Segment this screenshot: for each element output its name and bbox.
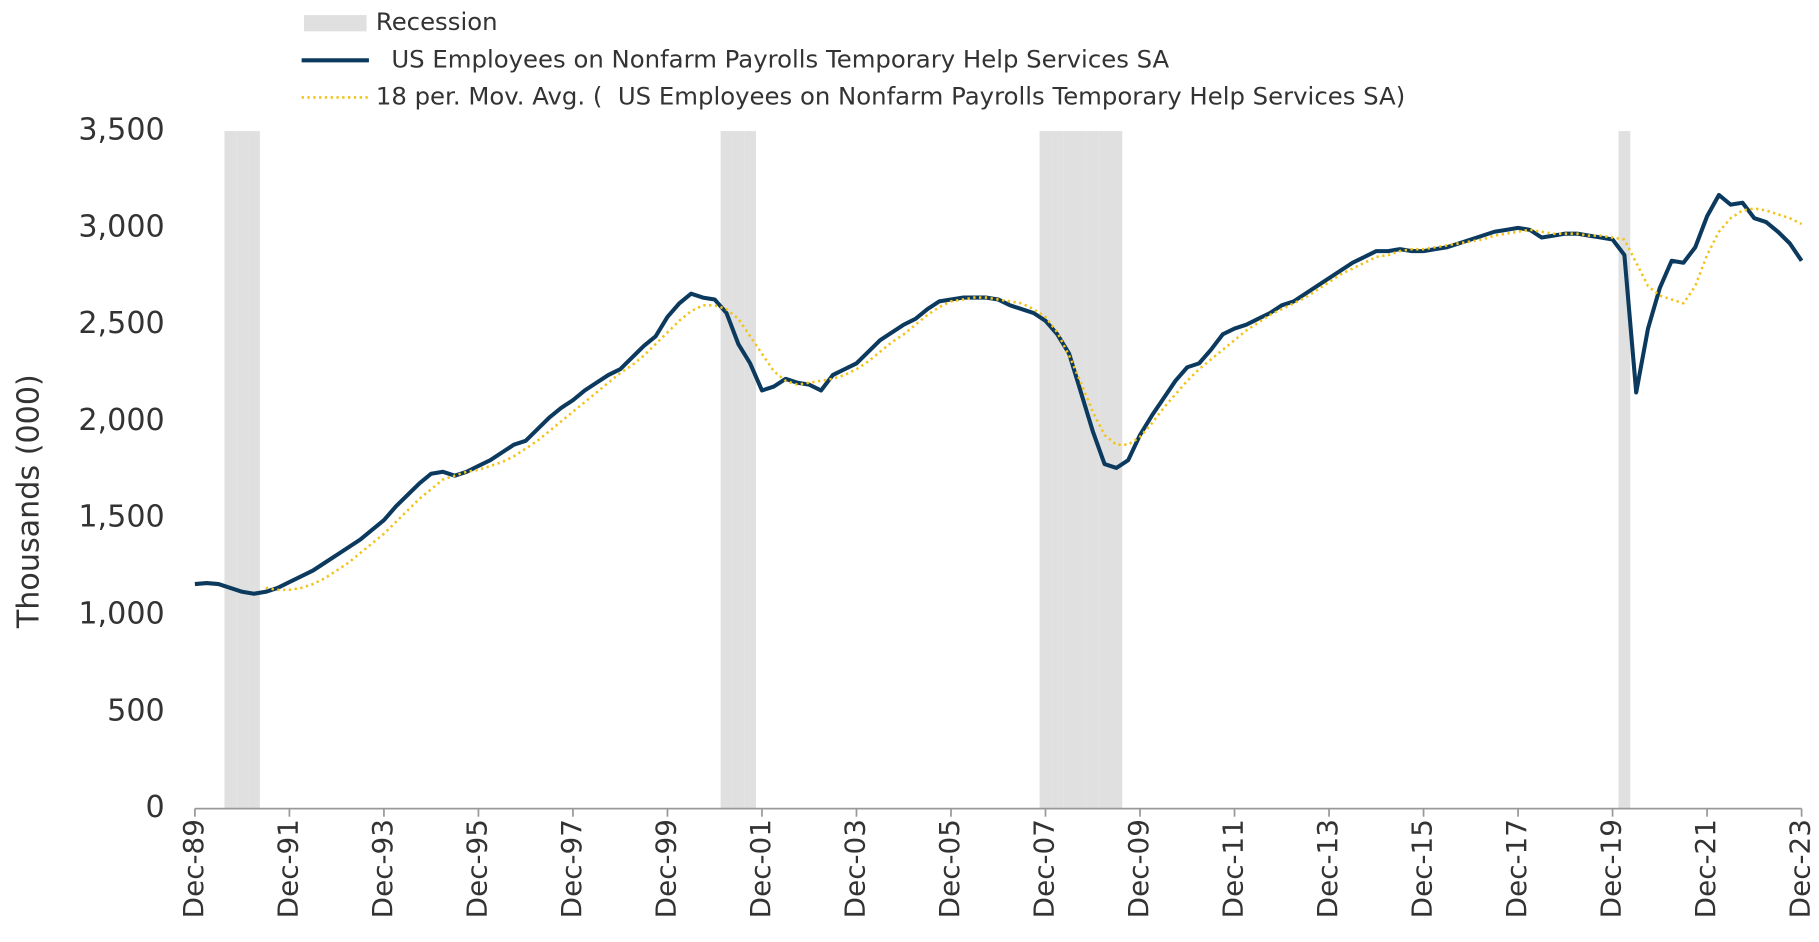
x-tick-label: Dec-13 <box>1311 819 1344 918</box>
y-axis-label: Thousands (000) <box>12 374 47 629</box>
x-tick-label: Dec-15 <box>1406 819 1439 918</box>
x-tick-label: Dec-03 <box>838 819 871 918</box>
recession-band <box>1039 131 1052 809</box>
series-line <box>194 192 1804 596</box>
x-tick-label: Dec-89 <box>177 819 210 918</box>
y-tick-label: 2,000 <box>78 403 164 438</box>
y-tick-label: 0 <box>146 790 165 825</box>
x-tick-label: Dec-07 <box>1028 819 1061 918</box>
recession-band <box>1063 131 1076 809</box>
recession-band <box>1098 131 1111 809</box>
recession-band <box>1618 131 1631 809</box>
y-tick-label: 3,000 <box>78 209 164 244</box>
legend-label: US Employees on Nonfarm Payrolls Tempora… <box>376 44 1170 73</box>
x-tick-label: Dec-97 <box>555 819 588 918</box>
recession-band <box>732 131 745 809</box>
series-line <box>265 207 1803 592</box>
y-tick-label: 3,500 <box>78 113 164 148</box>
legend-swatch <box>303 15 367 32</box>
x-tick-label: Dec-21 <box>1689 819 1722 918</box>
x-tick-label: Dec-91 <box>271 819 304 918</box>
recession-band <box>248 131 260 809</box>
x-tick-label: Dec-93 <box>366 819 399 918</box>
recession-band <box>224 131 237 809</box>
legend-label: 18 per. Mov. Avg. ( US Employees on Nonf… <box>376 81 1405 110</box>
x-tick-label: Dec-01 <box>744 819 777 918</box>
y-tick-label: 2,500 <box>78 306 164 341</box>
legend-label: Recession <box>376 7 498 36</box>
recession-band <box>1075 131 1087 809</box>
x-tick-label: Dec-99 <box>649 819 682 918</box>
x-tick-label: Dec-05 <box>933 819 966 918</box>
recession-band <box>1051 131 1064 809</box>
x-tick-label: Dec-11 <box>1217 819 1250 918</box>
recession-band <box>1086 131 1099 809</box>
recession-band <box>744 131 757 809</box>
recession-band <box>720 131 733 809</box>
y-tick-label: 1,000 <box>78 597 164 632</box>
x-tick-label: Dec-19 <box>1595 819 1628 918</box>
x-tick-label: Dec-23 <box>1784 819 1817 918</box>
x-tick-label: Dec-17 <box>1500 819 1533 918</box>
y-tick-label: 500 <box>107 693 165 728</box>
x-tick-label: Dec-09 <box>1122 819 1155 918</box>
x-tick-label: Dec-95 <box>460 819 493 918</box>
recession-band <box>236 131 249 809</box>
y-tick-label: 1,500 <box>78 500 164 535</box>
